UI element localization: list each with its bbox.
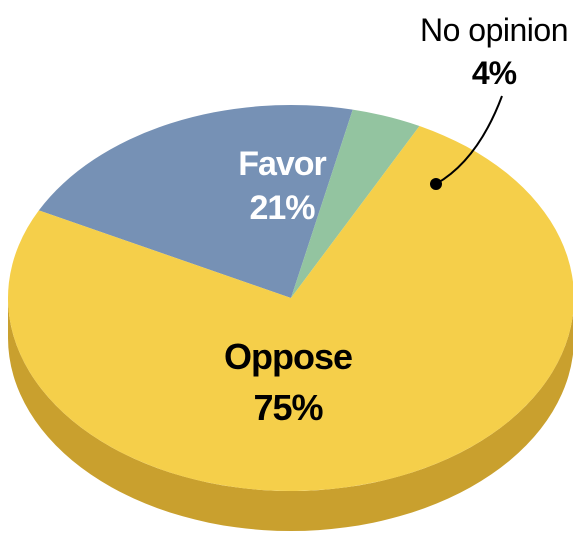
pie-side-oppose [8,298,573,531]
oppose-value-label: 75% [253,387,323,428]
favor-value-label: 21% [249,189,315,227]
pie-sides [8,298,573,531]
pie-slice-no-opinion [291,109,420,298]
no-opinion-name-label: No opinion [420,12,568,48]
pie-slices [8,104,573,491]
pie-slice-oppose [8,126,573,491]
no-opinion-leader-dot [430,178,442,190]
oppose-name-label: Oppose [224,336,352,377]
pie-slice-favor [38,104,353,298]
no-opinion-leader-line [435,95,503,185]
no-opinion-value-label: 4% [472,55,517,91]
favor-name-label: Favor [238,145,326,183]
